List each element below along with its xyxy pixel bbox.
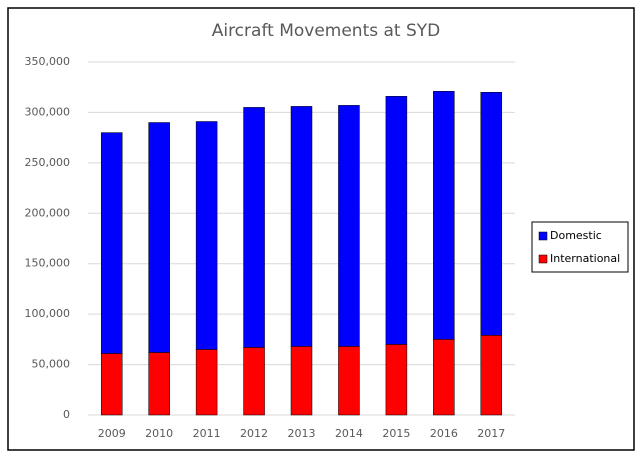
- x-tick-label: 2014: [335, 427, 363, 440]
- legend-label: International: [550, 252, 620, 265]
- bar-segment: [100, 353, 123, 416]
- y-tick-label: 300,000: [25, 105, 71, 118]
- legend-box: [531, 221, 629, 273]
- x-tick-label: 2009: [98, 427, 126, 440]
- x-tick-label: 2013: [288, 427, 316, 440]
- bar-segment: [338, 346, 360, 416]
- bar-segment: [148, 122, 170, 353]
- bar-segment: [290, 346, 313, 416]
- x-tick-label: 2012: [240, 427, 268, 440]
- y-tick-label: 100,000: [25, 307, 71, 320]
- bar-segment: [290, 106, 313, 347]
- y-tick-label: 350,000: [25, 55, 71, 68]
- bar-segment: [338, 105, 360, 347]
- bar-segment: [385, 344, 408, 416]
- x-tick-label: 2016: [430, 427, 458, 440]
- bar-segment: [243, 107, 265, 348]
- bar-segment: [433, 339, 455, 416]
- legend-label: Domestic: [550, 229, 602, 242]
- bar-segment: [480, 92, 503, 336]
- bar-segment: [148, 352, 170, 416]
- y-tick-label: 150,000: [25, 257, 71, 270]
- bar-segment: [195, 349, 218, 416]
- bar-segment: [195, 121, 218, 350]
- legend-swatch: [538, 254, 548, 264]
- chart-title: Aircraft Movements at SYD: [212, 21, 441, 41]
- bar-segment: [433, 90, 455, 340]
- x-tick-label: 2017: [477, 427, 505, 440]
- x-tick-label: 2011: [193, 427, 221, 440]
- y-tick-label: 200,000: [25, 206, 71, 219]
- bar-segment: [385, 96, 408, 345]
- bar-segment: [243, 347, 265, 416]
- x-tick-label: 2010: [145, 427, 173, 440]
- legend-swatch: [538, 231, 548, 241]
- y-tick-label: 50,000: [32, 358, 71, 371]
- x-tick-label: 2015: [382, 427, 410, 440]
- y-tick-label: 250,000: [25, 156, 71, 169]
- y-tick-label: 0: [63, 408, 70, 421]
- bar-segment: [480, 335, 503, 416]
- bar-segment: [100, 132, 123, 354]
